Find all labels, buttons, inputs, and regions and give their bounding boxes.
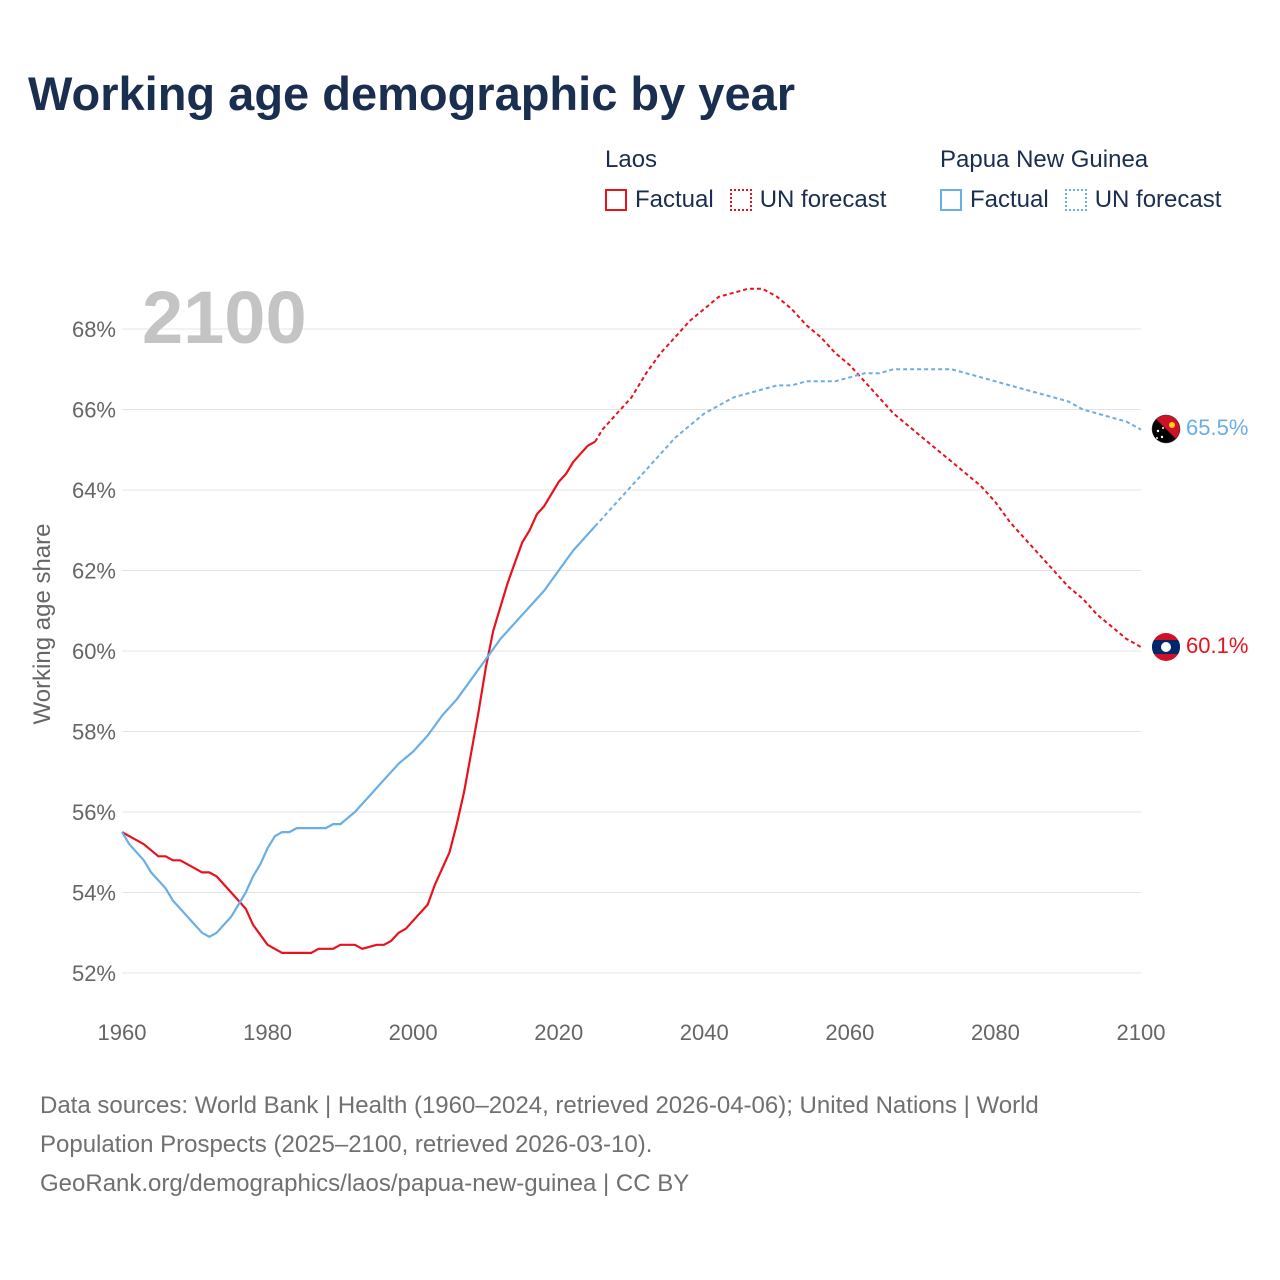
- papua-new-guinea-flag: [1152, 415, 1180, 443]
- papua-new-guinea-end-value: 65.5%: [1186, 415, 1248, 440]
- legend-swatch-png-factual[interactable]: [940, 189, 962, 211]
- y-axis-label: Working age share: [29, 524, 56, 725]
- current-year-label: 2100: [142, 276, 307, 359]
- chart-title: Working age demographic by year: [28, 67, 796, 120]
- legend-swatch-laos-factual[interactable]: [605, 189, 627, 211]
- legend-label-laos-factual[interactable]: Factual: [635, 186, 714, 213]
- legend-label-laos-forecast[interactable]: UN forecast: [759, 186, 887, 213]
- x-tick-label: 2040: [680, 1020, 729, 1045]
- legend-group-papua-new-guinea: Papua New Guinea Factual UN forecast: [940, 144, 1237, 214]
- series-lines: [121, 287, 1142, 955]
- footer-line: Data sources: World Bank | Health (1960–…: [40, 1092, 1039, 1119]
- laos-forecast-line[interactable]: [594, 287, 1142, 648]
- legend-label-png-factual[interactable]: Factual: [970, 186, 1049, 213]
- gridlines: [122, 328, 1141, 974]
- legend-group-laos: Laos Factual UN forecast: [605, 144, 902, 214]
- x-axis-ticks: 1960 1980 2000 2020 2040 2060 2080 2100: [98, 1020, 1166, 1045]
- footer-source: Data sources: World Bank | Health (1960–…: [40, 1086, 1240, 1203]
- x-tick-label: 2100: [1117, 1020, 1166, 1045]
- y-tick-label: 56%: [72, 800, 116, 825]
- footer-line: Population Prospects (2025–2100, retriev…: [40, 1131, 653, 1158]
- papua-new-guinea-factual-line[interactable]: [121, 525, 596, 938]
- y-tick-label: 60%: [72, 639, 116, 664]
- x-tick-label: 1960: [98, 1020, 147, 1045]
- laos-factual-line[interactable]: [121, 440, 596, 955]
- y-tick-label: 66%: [72, 398, 116, 423]
- x-tick-label: 2000: [389, 1020, 438, 1045]
- y-tick-label: 58%: [72, 720, 116, 745]
- legend-label-png-forecast[interactable]: UN forecast: [1094, 186, 1222, 213]
- x-tick-label: 2060: [825, 1020, 874, 1045]
- y-tick-label: 64%: [72, 478, 116, 503]
- legend-group-title: Papua New Guinea: [940, 146, 1149, 173]
- footer-line[interactable]: GeoRank.org/demographics/laos/papua-new-…: [40, 1170, 690, 1197]
- y-tick-label: 62%: [72, 559, 116, 584]
- legend-group-title: Laos: [605, 146, 658, 173]
- y-axis-ticks: 52% 54% 56% 58% 60% 62% 64% 66% 68%: [72, 317, 116, 986]
- laos-flag: [1152, 633, 1180, 661]
- x-tick-label: 2020: [534, 1020, 583, 1045]
- y-tick-label: 54%: [72, 881, 116, 906]
- y-tick-label: 52%: [72, 961, 116, 986]
- legend-swatch-laos-forecast[interactable]: [729, 189, 752, 211]
- laos-end-value: 60.1%: [1186, 633, 1248, 658]
- x-tick-label: 1980: [243, 1020, 292, 1045]
- y-tick-label: 68%: [72, 317, 116, 342]
- line-chart: 2100 52% 54% 56% 58% 60% 62% 64% 66% 68% 1960 198…: [29, 276, 1248, 1045]
- legend-swatch-png-forecast[interactable]: [1064, 189, 1087, 211]
- x-tick-label: 2080: [971, 1020, 1020, 1045]
- papua-new-guinea-forecast-line[interactable]: [594, 368, 1142, 527]
